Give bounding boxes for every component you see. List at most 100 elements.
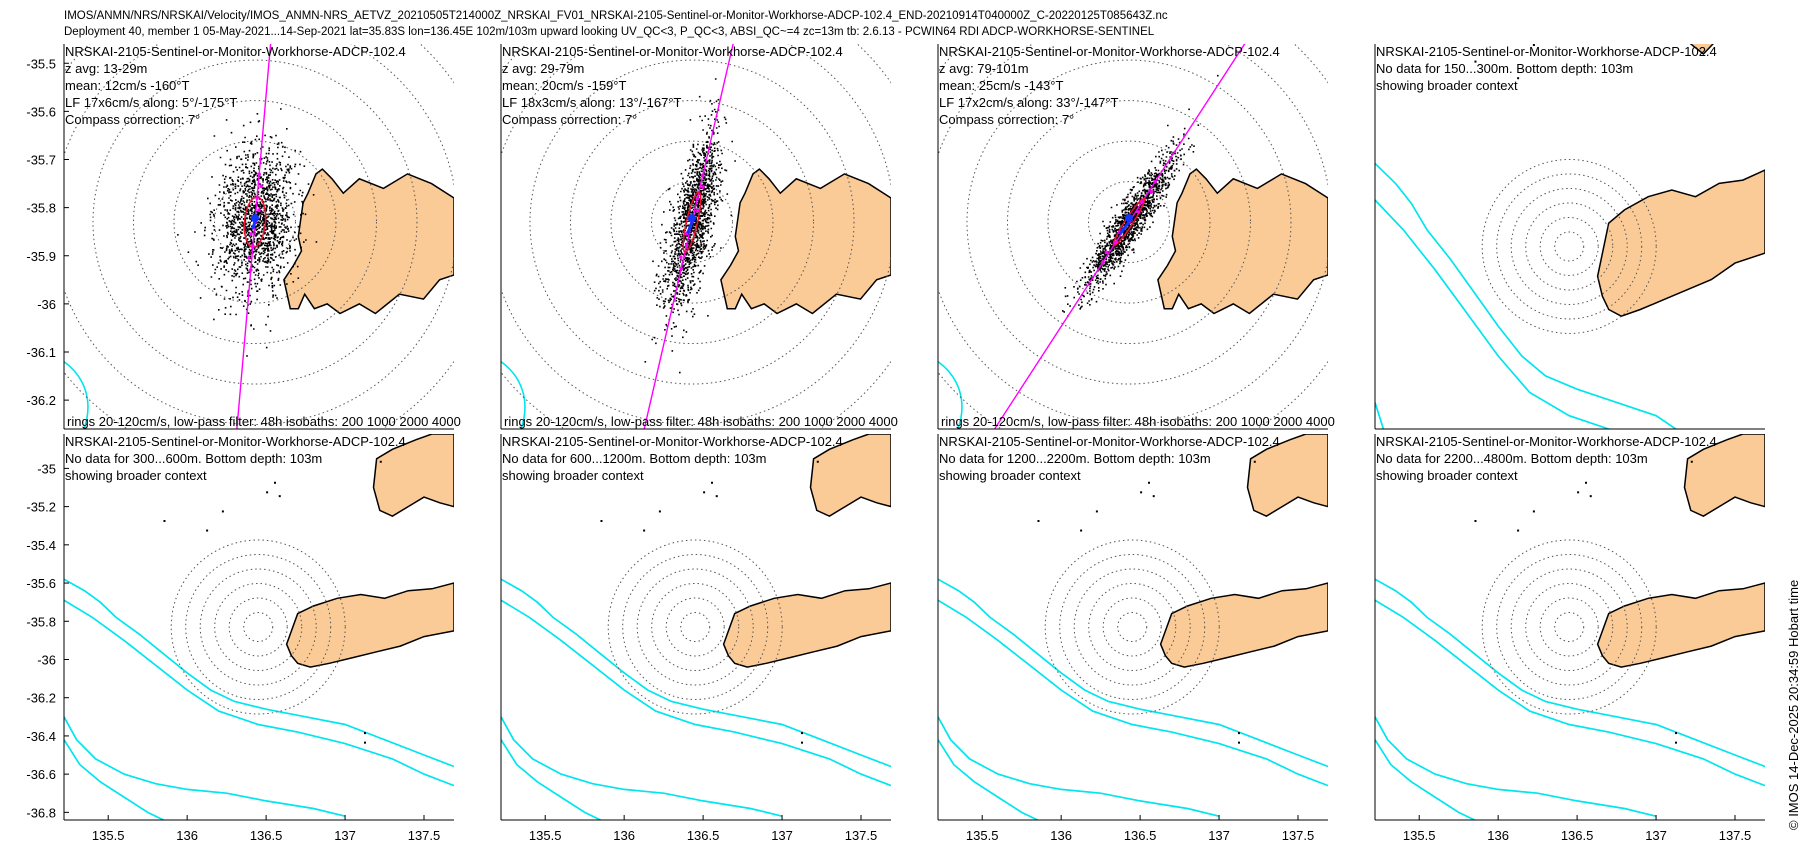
x-tick-label: 136	[1487, 828, 1509, 843]
isobath-line	[64, 739, 164, 820]
axis-sample-point	[1153, 180, 1157, 184]
ring-20cms	[650, 181, 733, 264]
small-island	[206, 529, 209, 532]
ring-80cms	[966, 59, 1292, 385]
small-island	[364, 732, 366, 735]
x-tick-label: 136.5	[250, 828, 283, 843]
panel-stat-line: No data for 600...1200m. Bottom depth: 1…	[502, 451, 767, 466]
small-island	[1675, 732, 1677, 735]
variance-ellipse	[682, 191, 702, 253]
ring-120cms	[607, 539, 783, 715]
deployment-info-header: Deployment 40, member 1 05-May-2021...14…	[64, 26, 1155, 38]
ring-40cms	[665, 597, 725, 657]
panel-stat-line: showing broader context	[1376, 468, 1518, 483]
x-tick-label: 136	[1050, 828, 1072, 843]
x-tick-label: 136	[176, 828, 198, 843]
axis-sample-point	[257, 208, 261, 212]
panel-stat-line: LF 17x2cm/s along: 33°/-147°T	[939, 95, 1119, 110]
small-island	[1253, 460, 1256, 463]
small-island	[379, 460, 382, 463]
x-tick-label: 135.5	[92, 828, 125, 843]
panel-stat-line: No data for 2200...4800m. Bottom depth: …	[1376, 451, 1648, 466]
panel-title: NRSKAI-2105-Sentinel-or-Monitor-Workhors…	[1376, 44, 1717, 59]
ring-20cms	[243, 612, 274, 642]
isobath-line	[1375, 402, 1385, 429]
small-island	[1577, 11, 1579, 13]
isobath-line	[501, 360, 526, 429]
panel-stat-line: showing broader context	[939, 468, 1081, 483]
y-tick-label: -36.1	[26, 345, 56, 360]
isobath-line	[1375, 716, 1657, 818]
small-island	[266, 491, 269, 494]
ring-100cms	[185, 554, 332, 700]
ring-100cms	[1059, 554, 1206, 700]
land-kangaroo-island	[722, 582, 891, 668]
isobath-line	[938, 578, 1328, 768]
axis-sample-point	[1104, 250, 1109, 255]
ring-80cms	[1510, 568, 1628, 686]
axis-sample-point	[1149, 190, 1154, 194]
axis-sample-point	[247, 256, 251, 260]
small-island	[1238, 741, 1240, 744]
axis-sample-point	[684, 243, 689, 248]
panel-title: NRSKAI-2105-Sentinel-or-Monitor-Workhors…	[502, 434, 843, 449]
mean-vector	[686, 221, 694, 234]
panel-1: NRSKAI-2105-Sentinel-or-Monitor-Workhors…	[26, 44, 461, 430]
mean-marker	[687, 214, 696, 223]
isobath-line	[64, 716, 346, 818]
axis-sample-point	[255, 196, 259, 200]
isobath-line	[938, 739, 1038, 820]
small-island	[703, 491, 706, 494]
panel-stat-line: No data for 300...600m. Bottom depth: 10…	[65, 451, 322, 466]
panel-stat-line: Compass correction: 7°	[502, 112, 637, 127]
ring-80cms	[92, 59, 418, 385]
small-island	[711, 481, 713, 484]
panel-2: NRSKAI-2105-Sentinel-or-Monitor-Workhors…	[500, 44, 898, 430]
small-island	[1148, 481, 1150, 484]
x-tick-label: 135.5	[1403, 828, 1436, 843]
axis-sample-point	[1101, 260, 1105, 265]
land-kangaroo-island	[1159, 582, 1328, 668]
y-tick-label: -36.8	[26, 805, 56, 820]
y-tick-label: -36.4	[26, 729, 56, 744]
ring-80cms	[1073, 568, 1191, 686]
axis-sample-point	[1140, 200, 1144, 204]
axis-sample-point	[695, 208, 700, 213]
x-tick-label: 136	[613, 828, 635, 843]
panel-title: NRSKAI-2105-Sentinel-or-Monitor-Workhors…	[1376, 434, 1717, 449]
x-tick-label: 137	[1645, 828, 1667, 843]
panel-stat-line: Compass correction: 7°	[65, 112, 200, 127]
y-tick-label: -36.2	[26, 393, 56, 408]
x-tick-label: 137	[334, 828, 356, 843]
small-island	[364, 741, 366, 744]
small-island	[1675, 741, 1677, 744]
ring-80cms	[199, 568, 317, 686]
panel-stat-line: mean: 12cm/s -160°T	[65, 78, 189, 93]
axis-sample-point	[1136, 210, 1141, 214]
ring-60cms	[651, 583, 740, 671]
axis-sample-point	[700, 173, 705, 178]
small-island	[1037, 519, 1040, 522]
ring-120cms	[1481, 158, 1657, 334]
panel-stat-line: Compass correction: 7°	[939, 112, 1074, 127]
land-yorke-peninsula	[372, 434, 454, 518]
isobath-line	[1375, 578, 1765, 768]
ring-20cms	[1087, 181, 1170, 264]
x-tick-label: 136.5	[1124, 828, 1157, 843]
small-island	[801, 732, 803, 735]
y-tick-label: -35.8	[26, 201, 56, 216]
ring-40cms	[1047, 140, 1211, 304]
ring-60cms	[132, 100, 377, 345]
axis-sample-point	[679, 267, 683, 271]
ring-80cms	[529, 59, 855, 385]
y-tick-label: -35.5	[26, 56, 56, 71]
panel-title: NRSKAI-2105-Sentinel-or-Monitor-Workhors…	[939, 434, 1280, 449]
ring-20cms	[1554, 231, 1585, 262]
mean-vector	[1118, 221, 1131, 235]
y-tick-label: -35.8	[26, 614, 56, 629]
y-tick-label: -35.7	[26, 153, 56, 168]
axis-sample-point	[257, 172, 261, 177]
ring-40cms	[1539, 216, 1599, 276]
x-tick-label: 137	[1208, 828, 1230, 843]
ring-100cms	[1496, 554, 1643, 700]
